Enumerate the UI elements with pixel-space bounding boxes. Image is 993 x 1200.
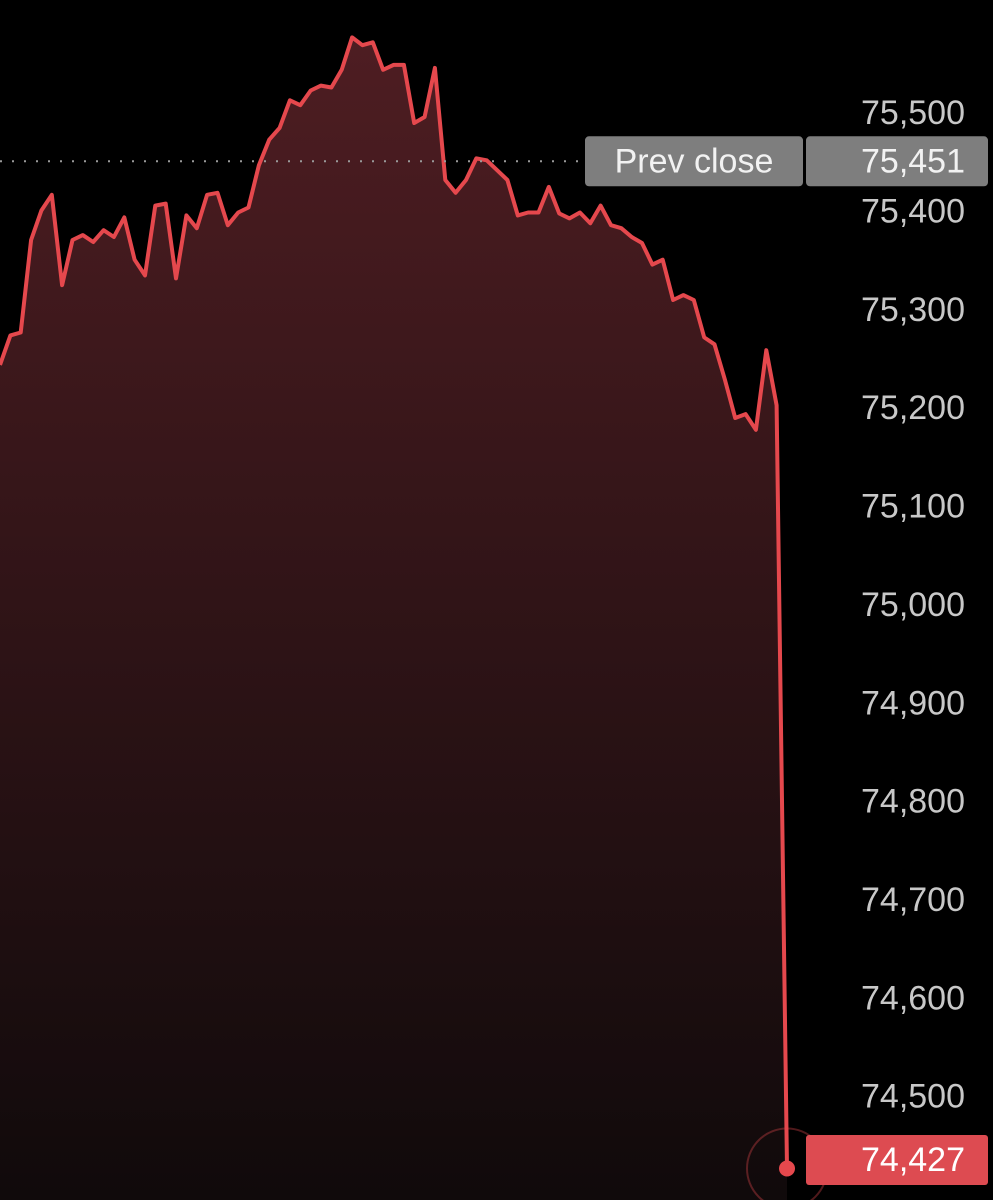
prev-close-value-badge [806, 136, 988, 187]
prev-close-badge [585, 136, 803, 187]
y-tick-label: 74,800 [861, 783, 965, 821]
y-tick-label: 75,500 [861, 94, 965, 132]
y-tick-label: 74,700 [861, 881, 965, 919]
y-tick-label: 74,600 [861, 979, 965, 1017]
y-tick-label: 75,100 [861, 488, 965, 526]
prev-close-value: 75,451 [861, 142, 965, 180]
y-tick-label: 75,200 [861, 389, 965, 427]
prev-close-label: Prev close [615, 142, 774, 180]
last-value-label: 74,427 [861, 1141, 965, 1179]
last-point [779, 1160, 795, 1177]
last-value-badge [806, 1135, 988, 1185]
y-tick-label: 75,400 [861, 192, 965, 230]
price-line [0, 35, 789, 1169]
y-tick-label: 74,900 [861, 684, 965, 722]
y-tick-label: 74,500 [861, 1078, 965, 1116]
area [0, 37, 787, 1200]
y-tick-label: 75,000 [861, 586, 965, 624]
y-tick-label: 75,300 [861, 291, 965, 329]
